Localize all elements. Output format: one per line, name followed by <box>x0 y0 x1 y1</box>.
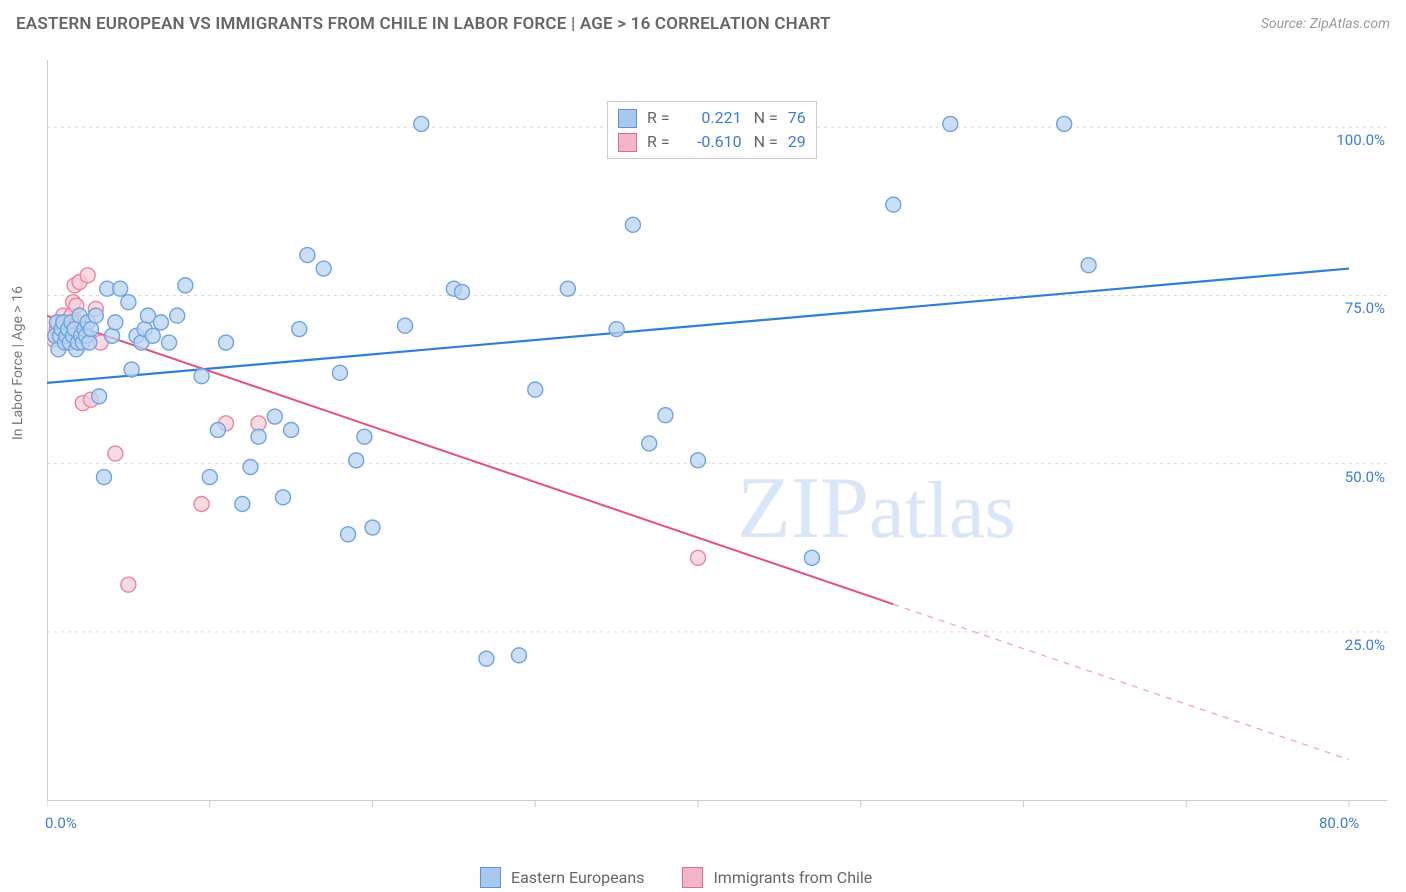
watermark-suffix: atlas <box>869 467 1016 555</box>
y-tick-label: 100.0% <box>1315 131 1385 149</box>
n-value-series2: 29 <box>788 130 806 154</box>
y-axis-label: In Labor Force | Age > 16 <box>10 286 26 440</box>
n-label: N = <box>754 106 778 130</box>
series-legend: Eastern Europeans Immigrants from Chile <box>480 867 872 888</box>
watermark-text: ZIPatlas <box>737 458 1016 559</box>
y-tick-label: 50.0% <box>1315 468 1385 486</box>
chart-source: Source: ZipAtlas.com <box>1261 16 1390 32</box>
r-value-series2: -0.610 <box>676 130 742 154</box>
legend-label-1: Eastern Europeans <box>511 868 644 887</box>
x-tick-label: 80.0% <box>1319 814 1359 832</box>
chart-header: EASTERN EUROPEAN VS IMMIGRANTS FROM CHIL… <box>16 14 1390 34</box>
y-tick-label: 75.0% <box>1315 299 1385 317</box>
n-label: N = <box>754 130 778 154</box>
y-tick-label: 25.0% <box>1315 636 1385 654</box>
legend-label-2: Immigrants from Chile <box>713 868 872 887</box>
r-label: R = <box>647 106 670 130</box>
chart-title: EASTERN EUROPEAN VS IMMIGRANTS FROM CHIL… <box>16 14 831 34</box>
legend-swatch-series1 <box>618 109 637 128</box>
stats-row-series2: R = -0.610 N = 29 <box>618 130 806 154</box>
r-label: R = <box>647 130 670 154</box>
legend-swatch-2 <box>682 867 703 888</box>
stats-row-series1: R = 0.221 N = 76 <box>618 106 806 130</box>
plot-area: ZIPatlas R = 0.221 N = 76 R = -0.610 N =… <box>47 48 1389 836</box>
scatter-svg <box>47 48 1389 836</box>
x-tick-label: 0.0% <box>45 814 77 832</box>
watermark-prefix: ZIP <box>737 460 869 557</box>
stats-legend: R = 0.221 N = 76 R = -0.610 N = 29 <box>607 101 817 159</box>
legend-swatch-series2 <box>618 133 637 152</box>
legend-swatch-1 <box>480 867 501 888</box>
n-value-series1: 76 <box>788 106 806 130</box>
r-value-series1: 0.221 <box>676 106 742 130</box>
